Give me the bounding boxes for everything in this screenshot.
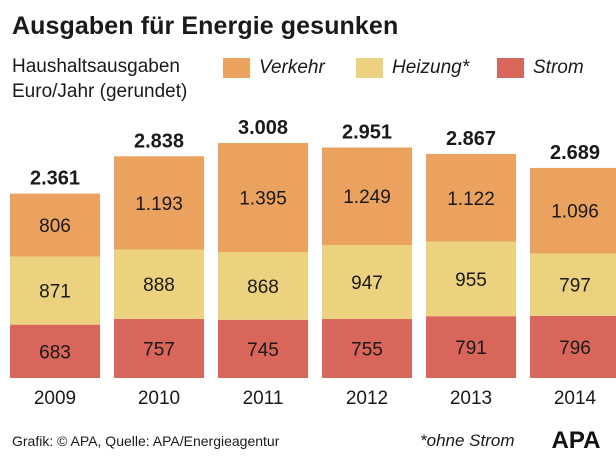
bar-segment-verkehr-2011	[218, 143, 308, 252]
value-label-verkehr-2009: 806	[39, 216, 71, 237]
bar-segment-strom-2010	[114, 318, 204, 378]
total-label-2009: 2.361	[30, 168, 80, 190]
legend-label-heizung: Heizung*	[392, 57, 470, 78]
value-label-verkehr-2014: 1.096	[551, 202, 599, 223]
value-label-heizung-2012: 947	[351, 273, 383, 294]
value-label-strom-2014: 796	[559, 338, 591, 359]
bar-segment-verkehr-2012	[322, 147, 412, 246]
value-label-strom-2009: 683	[39, 342, 71, 363]
value-label-verkehr-2013: 1.122	[447, 189, 495, 210]
legend-label-verkehr: Verkehr	[259, 57, 325, 78]
bar-segment-heizung-2011	[218, 251, 308, 320]
subtitle-line-2: Euro/Jahr (gerundet)	[12, 81, 188, 102]
value-label-strom-2010: 757	[143, 339, 175, 360]
source-credit: Grafik: © APA, Quelle: APA/Energieagentu…	[12, 433, 280, 449]
bar-segment-heizung-2013	[426, 241, 516, 317]
value-label-heizung-2009: 871	[39, 282, 71, 303]
value-label-heizung-2011: 868	[247, 277, 279, 298]
x-tick-label-2011: 2011	[243, 388, 284, 409]
value-label-heizung-2013: 955	[455, 270, 487, 291]
bar-segment-strom-2014	[530, 315, 616, 378]
bar-segment-heizung-2014	[530, 253, 616, 316]
bar-segment-strom-2011	[218, 319, 308, 378]
total-label-2011: 3.008	[238, 117, 288, 139]
x-tick-label-2010: 2010	[138, 388, 180, 409]
value-label-verkehr-2012: 1.249	[343, 187, 391, 208]
total-label-2014: 2.689	[550, 142, 600, 164]
chart-subtitle: Haushaltsausgaben Euro/Jahr (gerundet)	[12, 54, 227, 104]
bar-segment-verkehr-2010	[114, 156, 204, 250]
bar-segment-verkehr-2009	[10, 193, 100, 257]
apa-logo-text: APA	[552, 427, 601, 454]
subtitle-line-1: Haushaltsausgaben	[12, 56, 180, 77]
legend-swatch-strom	[497, 58, 524, 78]
value-label-heizung-2010: 888	[143, 275, 175, 296]
footnote: *ohne Strom	[420, 431, 515, 450]
x-tick-label-2013: 2013	[450, 388, 492, 409]
value-label-verkehr-2011: 1.395	[239, 188, 287, 209]
bar-segment-verkehr-2013	[426, 153, 516, 242]
bar-segment-verkehr-2014	[530, 167, 616, 254]
x-tick-label-2012: 2012	[346, 388, 388, 409]
bar-segment-strom-2012	[322, 319, 412, 378]
total-label-2012: 2.951	[342, 121, 392, 143]
value-label-strom-2011: 745	[247, 340, 279, 361]
total-label-2010: 2.838	[134, 130, 184, 152]
value-label-strom-2013: 791	[455, 338, 487, 359]
total-label-2013: 2.867	[446, 128, 496, 150]
value-label-heizung-2014: 797	[559, 276, 591, 297]
legend-label-strom: Strom	[533, 57, 584, 78]
value-label-strom-2012: 755	[351, 340, 383, 361]
x-tick-label-2014: 2014	[554, 388, 597, 409]
bar-segment-heizung-2009	[10, 256, 100, 325]
legend-swatch-heizung	[356, 58, 383, 78]
legend-swatch-verkehr	[223, 58, 250, 78]
x-tick-label-2009: 2009	[34, 388, 76, 409]
bar-segment-strom-2013	[426, 316, 516, 378]
bar-segment-heizung-2010	[114, 249, 204, 319]
bar-segment-heizung-2012	[322, 245, 412, 320]
apa-logo-icon: APA	[552, 427, 601, 454]
chart-title: Ausgaben für Energie gesunken	[12, 12, 399, 40]
bar-segment-strom-2009	[10, 324, 100, 378]
value-label-verkehr-2010: 1.193	[135, 194, 183, 215]
